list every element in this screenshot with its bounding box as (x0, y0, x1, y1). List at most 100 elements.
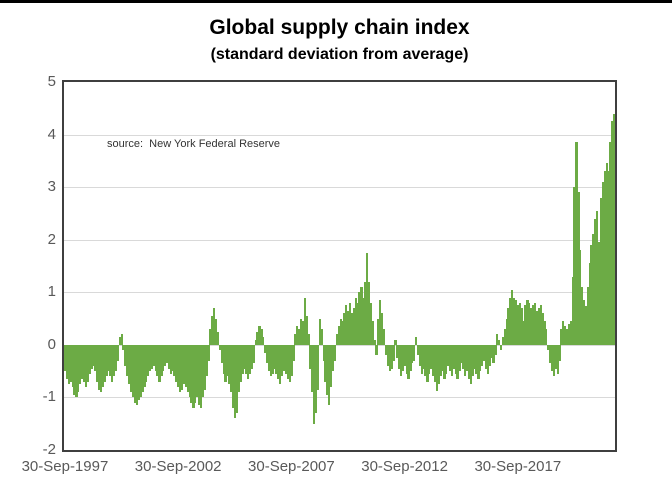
bar (107, 344, 110, 372)
y-tick-label: 0 (47, 335, 56, 353)
bar (586, 287, 589, 345)
bar (314, 344, 318, 414)
bar (190, 344, 193, 403)
bar (381, 313, 384, 345)
bar (356, 302, 359, 345)
bar (318, 318, 322, 345)
gridline (64, 292, 615, 294)
bar (531, 305, 535, 345)
y-tick-label: 2 (47, 230, 56, 248)
bar (328, 344, 331, 406)
bar (507, 308, 510, 345)
bar (297, 329, 301, 345)
bar (290, 344, 293, 377)
y-tick-label: -2 (42, 441, 56, 458)
bar (158, 344, 161, 382)
bar (154, 344, 157, 372)
chart-title: Global supply chain index (209, 16, 470, 39)
source-note: source: New York Federal Reserve (107, 138, 281, 150)
bar (286, 344, 289, 379)
bar (401, 344, 405, 372)
bar (230, 344, 233, 393)
bar (428, 344, 431, 374)
bar (352, 308, 355, 345)
bar (407, 344, 410, 379)
bar (175, 344, 178, 382)
y-tick-label: 1 (47, 283, 56, 301)
bar (545, 329, 548, 345)
bar (269, 344, 272, 377)
bar (75, 344, 78, 398)
bar (418, 344, 422, 366)
bar (326, 344, 329, 395)
bar (279, 344, 282, 385)
bar (473, 344, 476, 369)
bar (250, 344, 254, 369)
bar (188, 344, 191, 398)
bar (605, 163, 608, 345)
bar (216, 331, 220, 345)
bar (475, 344, 478, 374)
bar (80, 344, 84, 379)
bar (84, 344, 88, 387)
bar (567, 323, 571, 345)
bar (118, 336, 121, 345)
x-tick-label: 30-Sep-2012 (361, 458, 448, 475)
gridline (64, 134, 615, 136)
bar (243, 344, 246, 369)
bar (65, 344, 69, 379)
bar (137, 344, 140, 401)
bar (203, 344, 206, 390)
bar (128, 344, 131, 385)
bar (430, 344, 433, 369)
bar (86, 344, 89, 382)
bar (82, 344, 86, 382)
bar (265, 344, 269, 364)
bar (77, 344, 80, 393)
bar (211, 315, 214, 345)
bar (397, 344, 401, 369)
bar (233, 344, 237, 419)
bar (548, 344, 552, 364)
bar (541, 313, 544, 345)
bar (90, 344, 93, 369)
bar (560, 329, 563, 345)
bar (590, 244, 593, 345)
bar (377, 318, 380, 345)
bar (530, 308, 533, 345)
bar (341, 321, 344, 345)
bar (458, 344, 461, 372)
bar (456, 344, 459, 379)
bar (113, 344, 116, 377)
bar (126, 344, 129, 377)
bar (594, 218, 597, 345)
bar (169, 344, 172, 374)
bar (337, 326, 340, 345)
bar (133, 344, 137, 403)
bar (481, 344, 484, 366)
bar (420, 344, 423, 374)
bar (543, 321, 546, 345)
bar (403, 344, 406, 366)
bar (258, 326, 261, 345)
bar (254, 339, 257, 345)
bar (405, 344, 408, 374)
bar (477, 344, 480, 379)
bar (390, 344, 393, 369)
gridline (64, 397, 615, 399)
bar (431, 344, 435, 377)
bar (394, 339, 397, 345)
y-tick-label: 4 (47, 125, 56, 143)
bar (450, 344, 454, 377)
bar (201, 344, 205, 398)
bar (182, 344, 186, 385)
bar (516, 305, 520, 345)
bar (564, 326, 567, 345)
bar (222, 344, 225, 374)
bar (99, 344, 103, 393)
bar (411, 344, 414, 364)
bar (360, 287, 363, 345)
bar (313, 344, 316, 424)
y-tick-label: 3 (47, 178, 56, 196)
bar (452, 344, 455, 369)
